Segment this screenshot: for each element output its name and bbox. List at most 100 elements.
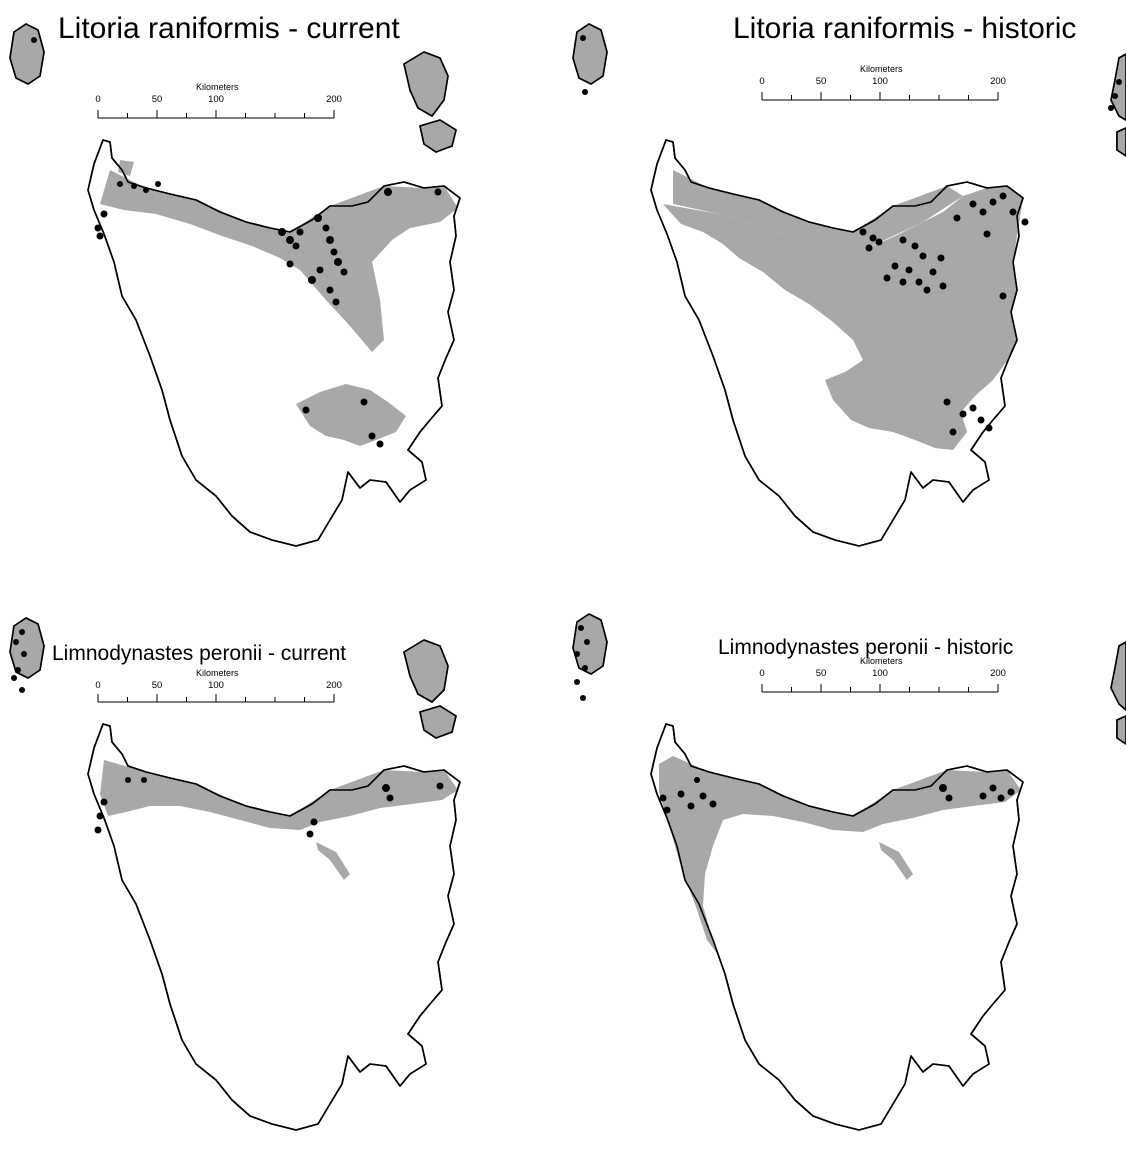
record-point (699, 792, 707, 800)
landmass-layer (572, 613, 1126, 1131)
scale-tick-label: 200 (326, 680, 342, 691)
coastline (572, 23, 608, 85)
habitat-area (673, 170, 963, 250)
record-point (905, 266, 913, 274)
habitat-area (100, 170, 458, 352)
tasmania-map: Kilometers 0 50 100 200 (572, 23, 1126, 547)
record-point (687, 802, 695, 810)
record-point (939, 784, 947, 792)
scale-tick-label: 200 (326, 94, 342, 105)
record-point (278, 228, 286, 236)
record-point (1021, 218, 1029, 226)
record-point (937, 254, 945, 262)
record-point (869, 234, 877, 242)
record-point (100, 798, 108, 806)
record-point (306, 830, 314, 838)
record-point (96, 812, 104, 820)
record-point (919, 252, 927, 260)
scale-tick-label: 50 (152, 680, 163, 691)
coastline (419, 705, 457, 739)
record-point (308, 276, 316, 284)
scale-tick-label: 0 (95, 680, 100, 691)
habitat-layer (10, 24, 458, 446)
coastline (1116, 715, 1126, 745)
habitat-area (1111, 54, 1126, 120)
record-point (943, 398, 951, 406)
map-title: Limnodynastes peronii - historic (718, 636, 1014, 659)
tasmania-map: Kilometers 0 50 100 200 (9, 617, 461, 1131)
record-point (859, 228, 867, 236)
record-point (117, 181, 123, 187)
record-point (15, 667, 21, 673)
map-title: Litoria raniformis - historic (733, 12, 1077, 45)
record-point (11, 675, 17, 681)
map-title: Limnodynastes peronii - current (52, 642, 347, 665)
coastline (403, 639, 449, 703)
record-point (875, 238, 883, 246)
record-point (19, 687, 25, 693)
habitat-area (1111, 642, 1126, 710)
record-point (899, 278, 907, 286)
habitat-area (420, 706, 456, 738)
record-point (332, 298, 340, 306)
habitat-layer (573, 24, 1126, 450)
scale-tick-label: 100 (208, 680, 224, 691)
record-point (997, 794, 1005, 802)
record-point (999, 292, 1007, 300)
record-point (286, 236, 294, 244)
record-point (929, 268, 937, 276)
landmass-layer (9, 617, 461, 1131)
record-point (382, 784, 390, 792)
record-point (434, 188, 442, 196)
map-panel-litoria-current: Kilometers 0 50 100 200 Litoria raniformis -… (0, 0, 563, 584)
habitat-area (1117, 716, 1126, 744)
record-point (580, 695, 586, 701)
coastline-layer (9, 617, 461, 1131)
record-point (31, 37, 37, 43)
habitat-area (1117, 128, 1126, 156)
record-point (384, 188, 392, 196)
coastline (419, 119, 457, 153)
map-panel-limnodynastes-historic: Kilometers 0 50 100 200 Limnodynastes peroni… (563, 584, 1126, 1168)
habitat-area (316, 842, 350, 880)
record-point (983, 230, 991, 238)
record-point (694, 777, 700, 783)
record-point (865, 244, 873, 252)
record-point (155, 181, 161, 187)
tasmania-map: Kilometers 0 50 100 200 (572, 613, 1126, 1131)
coastline (1116, 127, 1126, 157)
record-point (94, 826, 102, 834)
record-point (368, 432, 376, 440)
habitat-area (10, 618, 44, 678)
habitat-area (659, 756, 1021, 956)
record-point (883, 274, 891, 282)
scale-tick-label: 50 (816, 668, 827, 679)
coastline (650, 723, 1024, 1131)
record-point (677, 790, 685, 798)
record-point (334, 258, 342, 266)
record-point (582, 665, 588, 671)
coastline-layer (9, 23, 461, 547)
record-point (584, 639, 590, 645)
records-layer (31, 37, 442, 448)
record-point (141, 777, 147, 783)
record-point (125, 777, 131, 783)
record-point (949, 428, 957, 436)
record-point (969, 404, 977, 412)
scale-tick-label: 100 (872, 668, 888, 679)
scale-tick-label: 0 (95, 94, 100, 105)
tasmania-map: Kilometers 0 50 100 200 (9, 23, 461, 547)
record-point (326, 236, 334, 244)
record-point (322, 224, 330, 232)
coastline (9, 23, 45, 85)
scale-tick-label: 100 (208, 94, 224, 105)
record-point (302, 406, 310, 414)
record-point (659, 794, 667, 802)
scale-tick-label: 50 (152, 94, 163, 105)
coastline (1110, 53, 1126, 121)
record-point (376, 440, 384, 448)
scale-tick-label: 0 (759, 668, 764, 679)
record-point (969, 200, 977, 208)
record-point (386, 794, 394, 802)
habitat-area (863, 390, 943, 426)
